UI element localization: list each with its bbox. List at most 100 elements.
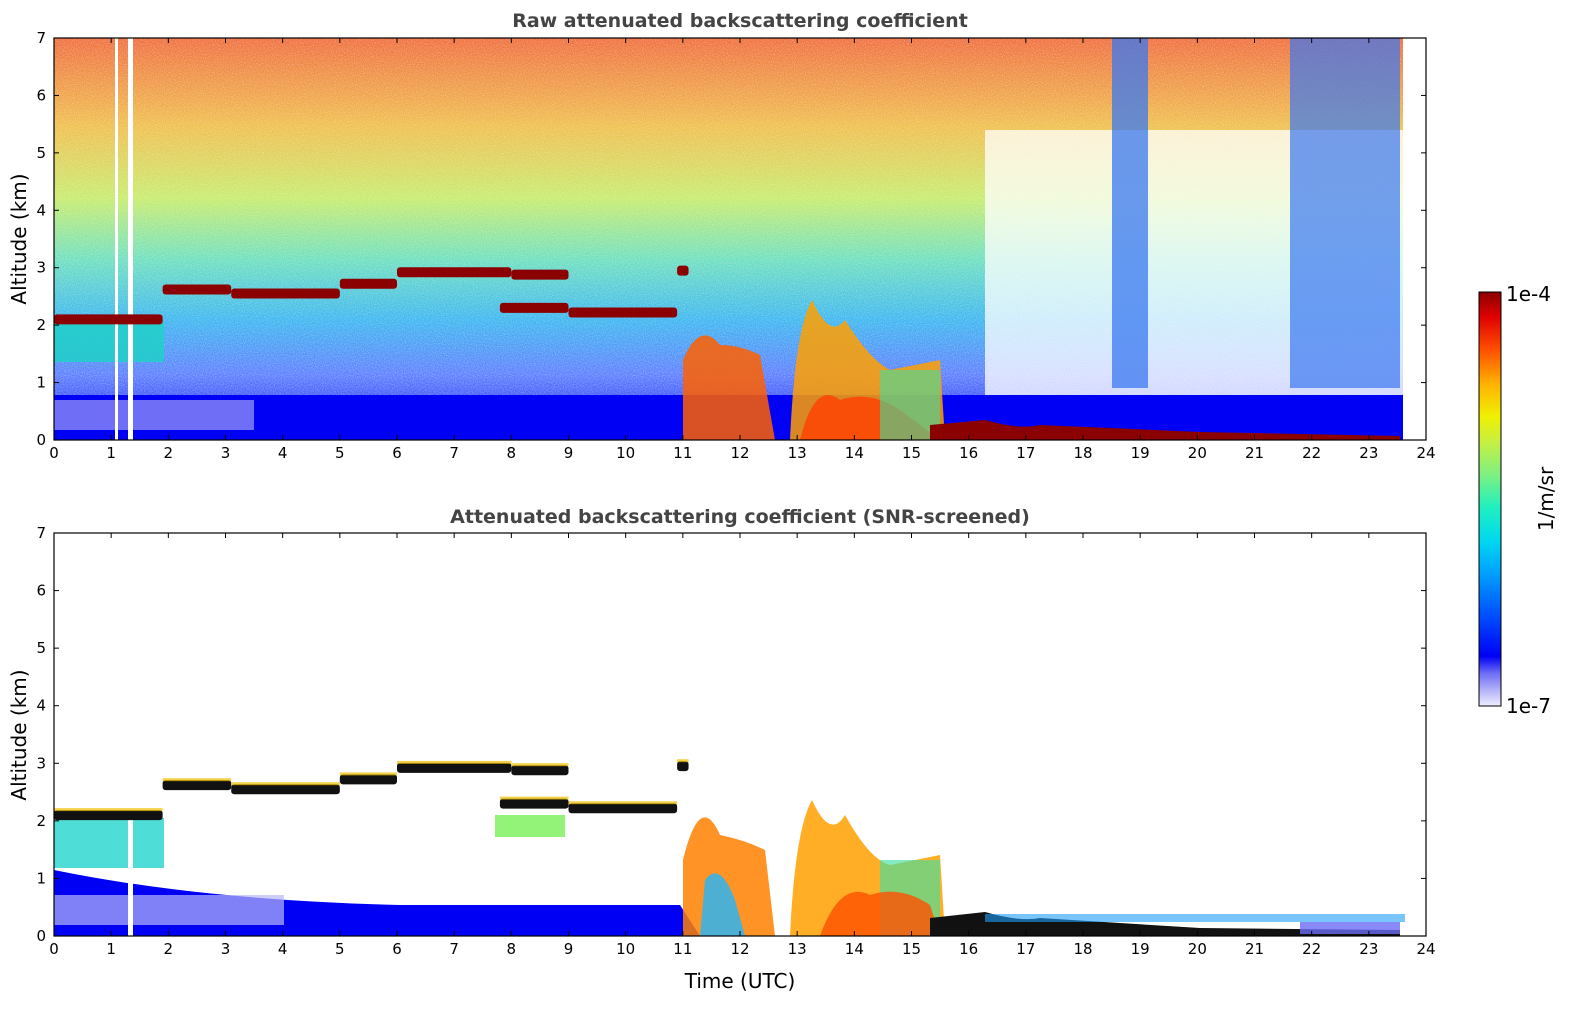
low-cloud-layer: [930, 420, 1400, 440]
colorbar-min-label: 1e-7: [1506, 694, 1551, 718]
x-tick-label: 17: [1016, 444, 1035, 462]
no-data-end: [1403, 38, 1426, 440]
colorbar-max-label: 1e-4: [1506, 282, 1551, 306]
cloud-layer-edge: [339, 772, 397, 776]
x-tick-label: 19: [1131, 444, 1150, 462]
x-tick-label: 12: [730, 940, 749, 958]
cloud-layer-edge: [677, 759, 689, 763]
x-tick-label: 10: [616, 444, 635, 462]
x-tick-label: 11: [673, 444, 692, 462]
cloud-layer-edge: [511, 763, 569, 767]
colorbar: 1e-4 1e-7 1/m/sr: [1478, 282, 1558, 718]
cloud-layer: [511, 269, 569, 280]
x-tick-label: 20: [1188, 940, 1207, 958]
x-tick-label: 22: [1302, 444, 1321, 462]
x-tick-label: 7: [449, 940, 459, 958]
y-tick-label: 4: [36, 697, 46, 715]
low-cloud-layer: [930, 912, 1400, 936]
x-tick-label: 3: [221, 940, 231, 958]
data-gap: [128, 533, 133, 936]
x-axis-label: Time (UTC): [684, 969, 796, 993]
x-tick-label: 21: [1245, 444, 1264, 462]
x-tick-label: 16: [959, 444, 978, 462]
x-tick-label: 17: [1016, 940, 1035, 958]
x-tick-label: 9: [564, 444, 574, 462]
cloud-layer: [568, 307, 678, 318]
cloud-layer: [397, 762, 512, 773]
y-tick-label: 6: [36, 582, 46, 600]
cloud-layers: [54, 759, 689, 821]
aerosol-patch: [495, 815, 565, 837]
x-tick-label: 14: [845, 940, 864, 958]
aerosol-patch: [1300, 922, 1400, 934]
x-tick-label: 10: [616, 940, 635, 958]
x-tick-label: 18: [1073, 940, 1092, 958]
x-tick-label: 2: [164, 444, 174, 462]
heatmap-raw: [54, 38, 1426, 440]
heatmap-screened: [54, 533, 1426, 936]
cloud-convective: [820, 891, 940, 936]
x-tick-label: 15: [902, 940, 921, 958]
x-tick-label: 5: [335, 940, 345, 958]
cloud-convective: [683, 335, 775, 440]
y-tick-label: 5: [36, 144, 46, 162]
x-tick-label: 18: [1073, 444, 1092, 462]
boundary-layer-light: [54, 400, 254, 430]
x-tick-label: 14: [845, 444, 864, 462]
cloud-layer-edge: [397, 760, 512, 764]
low-cloud-edge: [985, 914, 1405, 922]
x-tick-label: 19: [1131, 940, 1150, 958]
y-tick-label: 6: [36, 86, 46, 104]
y-tick-label: 3: [36, 754, 46, 772]
chart-title: Raw attenuated backscattering coefficien…: [512, 10, 968, 32]
x-tick-label: 8: [507, 444, 517, 462]
y-tick-label: 1: [36, 869, 46, 887]
cloud-layer: [397, 267, 512, 278]
cloud-layer: [499, 798, 569, 809]
chart-title: Attenuated backscattering coefficient (S…: [450, 506, 1030, 528]
y-tick-label: 1: [36, 374, 46, 392]
cloud-layer-edge: [499, 796, 569, 800]
x-axis: 0 1 2 3 4 5 6 7 8 9 10 11 12 13 14 15 16 17 18 19 20 21 22 23 24: [49, 38, 1436, 462]
noise-column: [1112, 38, 1148, 388]
noise-column: [1290, 38, 1400, 388]
y-axis-label: Altitude (km): [7, 173, 31, 304]
cloud-layer: [162, 284, 232, 295]
x-tick-label: 16: [959, 940, 978, 958]
x-axis: 0 1 2 3 4 5 6 7 8 9 10 11 12 13 14 15 16 17 18 19 20 21 22 23 24: [49, 533, 1436, 958]
x-tick-label: 15: [902, 444, 921, 462]
cloud-layer: [231, 288, 340, 299]
cloud-layer-edge: [54, 808, 163, 812]
x-tick-label: 9: [564, 940, 574, 958]
x-tick-label: 0: [49, 940, 59, 958]
cloud-layers: [54, 265, 689, 325]
colorbar-label: 1/m/sr: [1534, 466, 1558, 531]
cloud-layer: [568, 803, 678, 814]
y-tick-label: 7: [36, 524, 46, 542]
boundary-layer-light: [54, 895, 284, 925]
data-gap: [115, 38, 118, 440]
cloud-layer: [54, 314, 163, 325]
x-tick-label: 1: [106, 444, 116, 462]
cloud-layer: [511, 765, 569, 776]
cloud-layer: [339, 278, 397, 289]
y-tick-label: 2: [36, 316, 46, 334]
x-tick-label: 6: [392, 940, 402, 958]
x-tick-label: 13: [788, 940, 807, 958]
x-tick-label: 0: [49, 444, 59, 462]
x-tick-label: 4: [278, 444, 288, 462]
x-tick-label: 11: [673, 940, 692, 958]
cloud-layer-edge: [231, 782, 340, 786]
cloud-layer-edge: [162, 778, 232, 782]
cloud-layer: [231, 784, 340, 795]
x-tick-label: 23: [1359, 444, 1378, 462]
x-tick-label: 20: [1188, 444, 1207, 462]
cloud-layer: [677, 265, 689, 276]
cloud-layer: [54, 810, 163, 821]
x-tick-label: 7: [449, 444, 459, 462]
x-tick-label: 3: [221, 444, 231, 462]
cloud-convective: [700, 873, 745, 936]
data-gap: [128, 38, 133, 440]
y-axis: 0 1 2 3 4 5 6 7: [36, 29, 1426, 449]
